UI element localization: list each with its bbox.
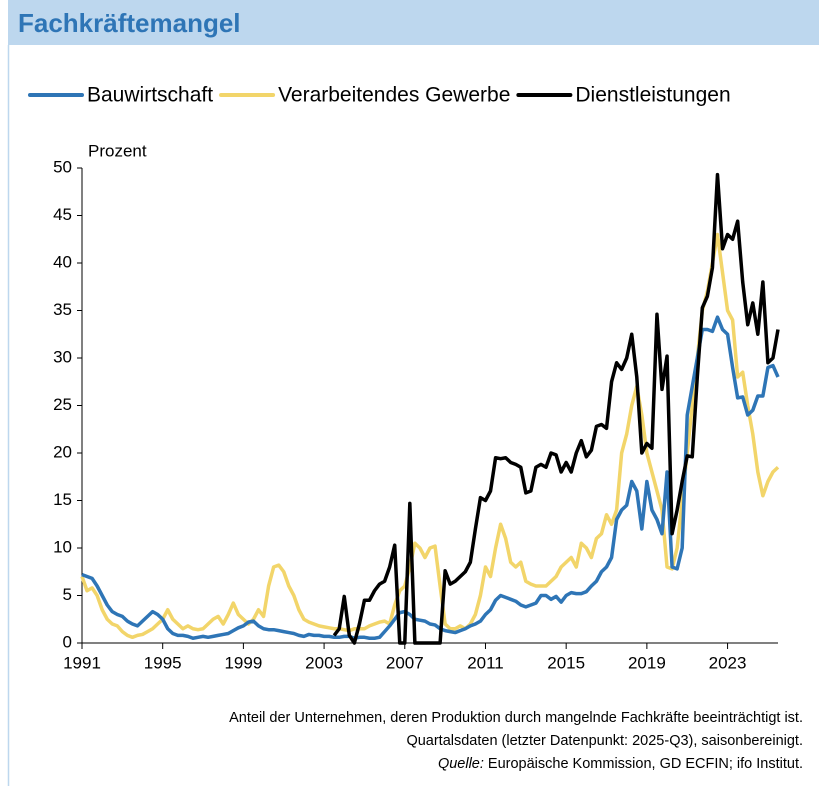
- source-label: Quelle:: [438, 756, 484, 772]
- series-line: [81, 315, 780, 640]
- y-tick-label: 40: [53, 252, 72, 271]
- series-line: [80, 232, 780, 640]
- x-tick-label: 2007: [386, 653, 424, 672]
- legend-label: Bauwirtschaft: [87, 84, 213, 107]
- y-tick-label: 30: [53, 347, 72, 366]
- header-band: [8, 0, 819, 45]
- x-tick-label: 2015: [547, 653, 585, 672]
- x-tick-label: 2003: [305, 653, 343, 672]
- y-tick-label: 10: [53, 537, 72, 556]
- legend-label: Verarbeitendes Gewerbe: [278, 84, 510, 107]
- y-tick-label: 35: [53, 300, 72, 319]
- x-tick-label: 1995: [144, 653, 182, 672]
- y-tick-label: 45: [53, 205, 72, 224]
- y-tick-label: 0: [63, 632, 72, 651]
- chart-title: Fachkräftemangel: [18, 8, 241, 38]
- legend-label: Dienstleistungen: [575, 84, 730, 107]
- y-tick-label: 20: [53, 442, 72, 461]
- x-tick-label: 1991: [63, 653, 101, 672]
- x-tick-label: 1999: [224, 653, 262, 672]
- x-tick-label: 2023: [709, 653, 747, 672]
- source: Quelle: Europäische Kommission, GD ECFIN…: [438, 756, 803, 772]
- y-tick-label: 5: [63, 585, 72, 604]
- y-axis-label: Prozent: [88, 141, 147, 160]
- source-text: Europäische Kommission, GD ECFIN; ifo In…: [488, 756, 803, 772]
- y-tick-label: 25: [53, 395, 72, 414]
- y-tick-label: 50: [53, 157, 72, 176]
- x-tick-label: 2011: [467, 653, 504, 672]
- series-line: [332, 172, 780, 645]
- footnote: Anteil der Unternehmen, deren Produktion…: [229, 710, 803, 726]
- y-tick-label: 15: [53, 490, 72, 509]
- footnote: Quartalsdaten (letzter Datenpunkt: 2025-…: [406, 733, 803, 749]
- x-tick-label: 2019: [628, 653, 666, 672]
